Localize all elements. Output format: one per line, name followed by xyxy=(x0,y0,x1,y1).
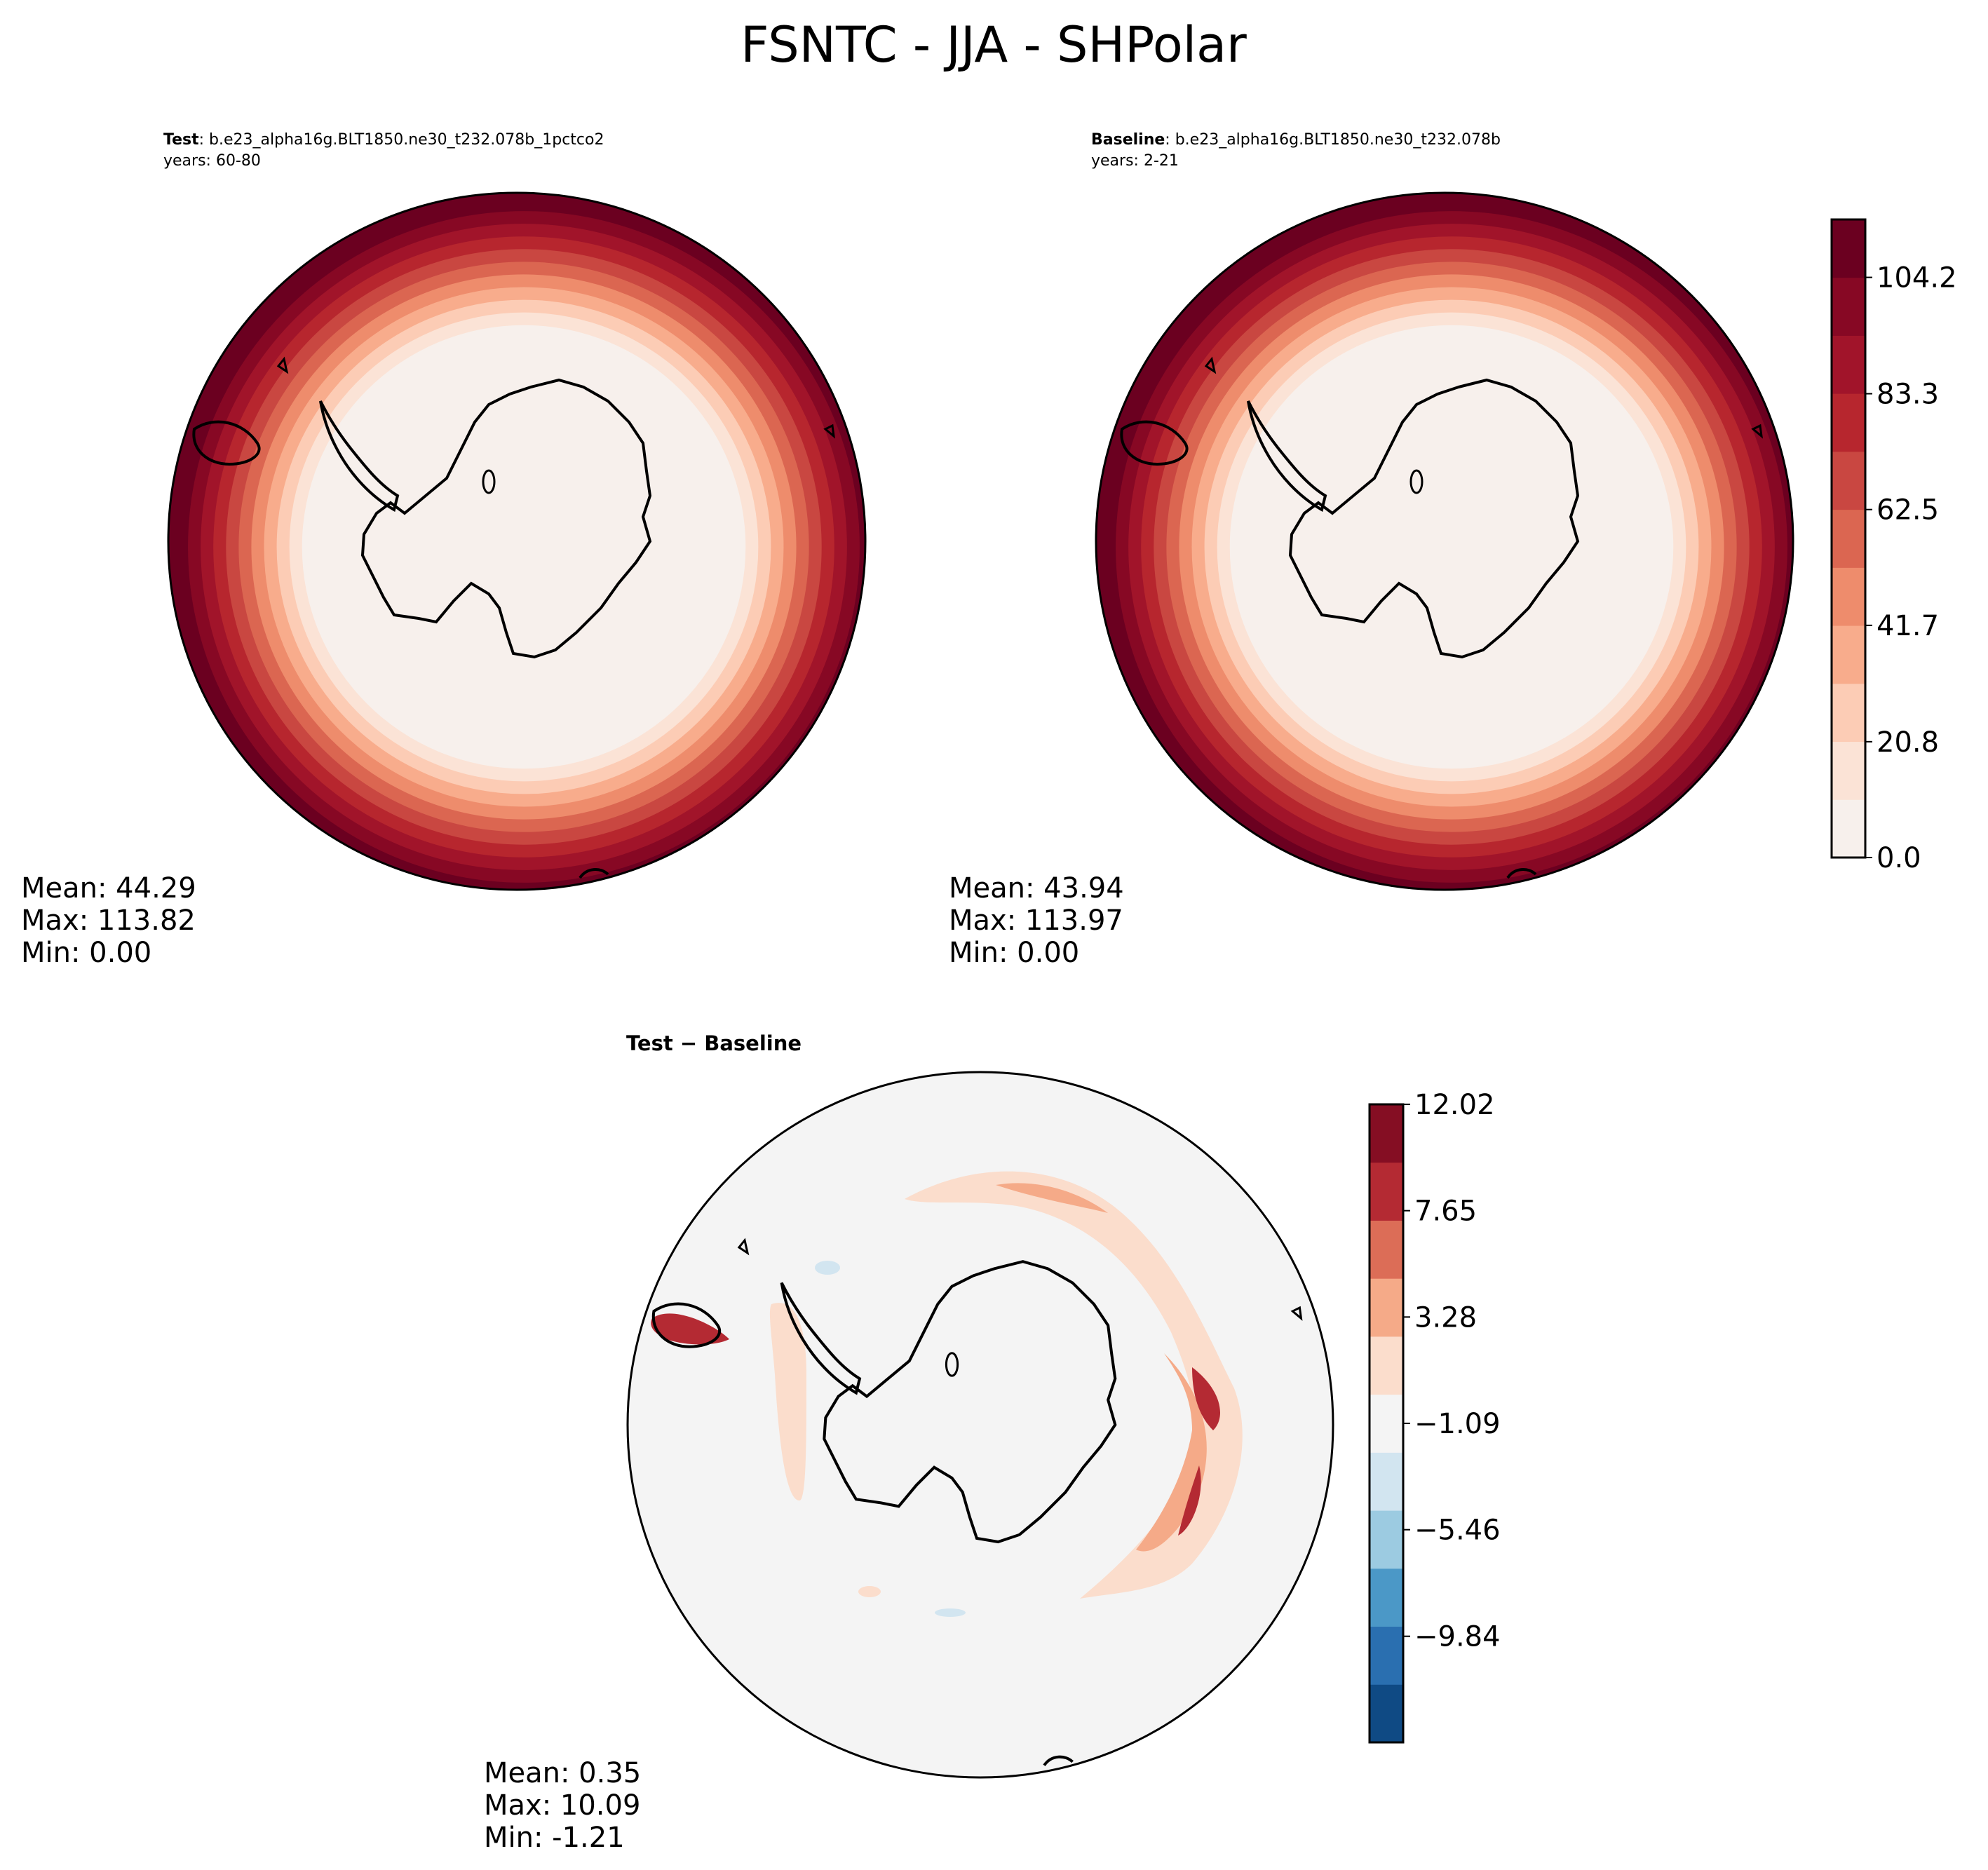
test-title-bold: Test xyxy=(163,131,199,149)
test-new-zealand-tip xyxy=(579,868,609,879)
difference-map-boundary xyxy=(626,1071,1334,1779)
test-map xyxy=(168,193,865,890)
difference-falklands xyxy=(737,1238,750,1256)
baseline-band-0 xyxy=(1229,325,1674,769)
baseline-colorbar-segment-7 xyxy=(1832,393,1865,452)
figure-title: FSNTC - JJA - SHPolar xyxy=(741,16,1247,74)
baseline-colorbar-tick-label-3: 41.7 xyxy=(1877,610,1939,642)
baseline-colorbar-tick-label-5: 0.0 xyxy=(1877,842,1921,874)
baseline-colorbar-segment-3 xyxy=(1832,625,1865,684)
baseline-ice-shelf-island xyxy=(1409,469,1424,494)
difference-colorbar-tick-label-1: 7.65 xyxy=(1414,1195,1477,1228)
test-falklands xyxy=(276,356,289,374)
difference-colorbar-segment-4 xyxy=(1370,1452,1403,1511)
baseline-panel: Baseline: b.e23_alpha16g.BLT1850.ne30_t2… xyxy=(949,131,1957,969)
difference-panel: Test − Baseline Mean: 0.35 Max: 10.09 Mi… xyxy=(484,1031,1501,1854)
difference-colorbar-segment-5 xyxy=(1370,1394,1403,1453)
baseline-colorbar-segment-6 xyxy=(1832,451,1865,510)
difference-negative-patch xyxy=(815,1261,840,1275)
test-panel: Test: b.e23_alpha16g.BLT1850.ne30_t232.0… xyxy=(21,131,867,969)
baseline-colorbar-tick-label-2: 62.5 xyxy=(1877,494,1939,527)
baseline-colorbar: 104.2 83.3 62.5 41.7 20.8 0.0 xyxy=(1830,218,1957,874)
test-south-america-tip xyxy=(192,420,261,466)
difference-colorbar-segment-0 xyxy=(1370,1684,1403,1743)
baseline-title-bold: Baseline xyxy=(1091,131,1165,149)
difference-colorbar-tick-label-3: −1.09 xyxy=(1414,1408,1501,1440)
difference-positive-band xyxy=(905,1171,1243,1599)
baseline-colorbar-tick-label-0: 104.2 xyxy=(1877,262,1957,294)
baseline-colorbar-segment-2 xyxy=(1832,683,1865,743)
test-panel-title: Test: b.e23_alpha16g.BLT1850.ne30_t232.0… xyxy=(163,131,604,149)
difference-mean: Mean: 0.35 xyxy=(484,1757,641,1789)
baseline-panel-title: Baseline: b.e23_alpha16g.BLT1850.ne30_t2… xyxy=(1091,131,1501,149)
baseline-new-zealand-tip xyxy=(1506,868,1537,879)
test-kerguelen xyxy=(823,424,835,439)
baseline-colorbar-frame xyxy=(1830,218,1867,859)
test-min: Min: 0.00 xyxy=(21,937,151,969)
baseline-colorbar-tick-label-1: 83.3 xyxy=(1877,379,1939,411)
difference-colorbar-tick-label-5: −9.84 xyxy=(1414,1621,1501,1653)
difference-south-america-tip xyxy=(651,1302,722,1348)
difference-small-negative xyxy=(935,1608,966,1617)
baseline-max: Max: 113.97 xyxy=(949,904,1123,937)
difference-map xyxy=(628,1072,1333,1777)
test-panel-years: years: 60-80 xyxy=(163,152,261,170)
difference-ice-shelf-island xyxy=(945,1352,959,1377)
baseline-colorbar-segment-1 xyxy=(1832,741,1865,800)
baseline-mean: Mean: 43.94 xyxy=(949,872,1124,904)
difference-colorbar-segment-9 xyxy=(1370,1162,1403,1221)
baseline-map xyxy=(1096,193,1793,890)
test-max: Max: 113.82 xyxy=(21,904,196,937)
baseline-min: Min: 0.00 xyxy=(949,937,1079,969)
baseline-colorbar-segment-9 xyxy=(1832,277,1865,336)
difference-colorbar-segment-1 xyxy=(1370,1626,1403,1685)
baseline-title-rest: : b.e23_alpha16g.BLT1850.ne30_t232.078b xyxy=(1165,131,1501,149)
difference-band-peak xyxy=(1178,1367,1220,1536)
test-map-boundary xyxy=(167,191,867,891)
difference-kerguelen xyxy=(1290,1306,1303,1321)
difference-colorbar-segment-8 xyxy=(1370,1220,1403,1279)
difference-colorbar-segment-7 xyxy=(1370,1278,1403,1337)
test-band-0 xyxy=(302,325,746,769)
difference-small-positive xyxy=(858,1586,881,1597)
baseline-colorbar-segment-8 xyxy=(1832,335,1865,394)
baseline-colorbar-segment-10 xyxy=(1832,219,1865,278)
test-ice-shelf-island xyxy=(482,469,496,494)
difference-min: Min: -1.21 xyxy=(484,1822,625,1854)
difference-west-band xyxy=(769,1303,806,1500)
difference-colorbar-segment-3 xyxy=(1370,1510,1403,1569)
difference-max: Max: 10.09 xyxy=(484,1789,640,1822)
difference-colorbar-tick-label-0: 12.02 xyxy=(1414,1089,1495,1121)
baseline-colorbar-segment-0 xyxy=(1832,799,1865,858)
difference-panel-title: Test − Baseline xyxy=(626,1031,802,1055)
difference-new-zealand-tip xyxy=(1043,1755,1074,1767)
difference-colorbar-segment-10 xyxy=(1370,1104,1403,1163)
difference-colorbar-segment-2 xyxy=(1370,1568,1403,1627)
baseline-panel-years: years: 2-21 xyxy=(1091,152,1179,170)
baseline-colorbar-segment-5 xyxy=(1832,509,1865,568)
test-mean: Mean: 44.29 xyxy=(21,872,196,904)
test-title-rest: : b.e23_alpha16g.BLT1850.ne30_t232.078b_… xyxy=(199,131,604,149)
baseline-falklands xyxy=(1204,356,1217,374)
difference-colorbar-tick-label-4: −5.46 xyxy=(1414,1515,1501,1547)
difference-colorbar-tick-label-2: 3.28 xyxy=(1414,1301,1477,1334)
baseline-colorbar-tick-label-4: 20.8 xyxy=(1877,726,1939,759)
difference-drake-peak xyxy=(651,1313,729,1345)
baseline-south-america-tip xyxy=(1120,420,1189,466)
baseline-map-boundary xyxy=(1095,191,1794,891)
baseline-kerguelen xyxy=(1751,424,1763,439)
difference-colorbar-segment-6 xyxy=(1370,1336,1403,1395)
baseline-colorbar-segment-4 xyxy=(1832,567,1865,626)
difference-colorbar: 12.02 7.65 3.28 −1.09 −5.46 −9.84 xyxy=(1368,1089,1501,1744)
